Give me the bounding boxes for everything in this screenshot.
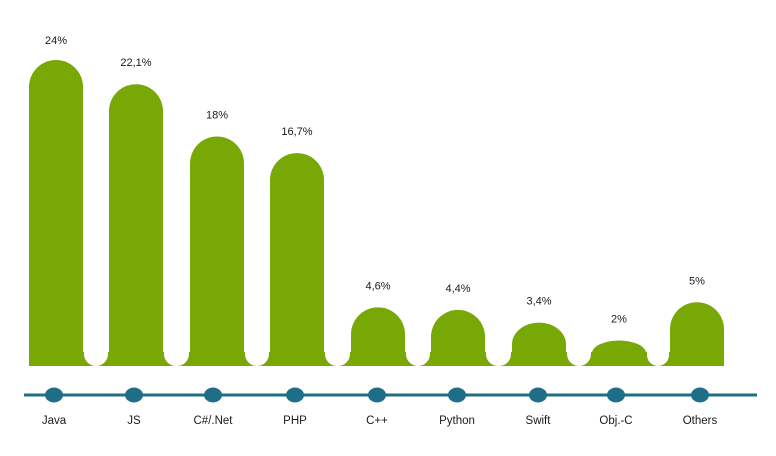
bar-python: [431, 309, 485, 366]
bar-gap: [164, 338, 189, 366]
bar-gap: [84, 338, 108, 366]
axis-marker: [607, 387, 625, 403]
bars-layer: [29, 60, 724, 366]
value-label: 5%: [689, 275, 705, 287]
bar-swift: [512, 322, 566, 366]
bar-gap: [406, 338, 430, 366]
value-label: 16,7%: [281, 126, 312, 138]
x-axis: [24, 387, 757, 403]
axis-marker: [45, 387, 63, 403]
value-label: 4,6%: [365, 280, 390, 292]
bar-others: [670, 302, 724, 366]
category-labels-layer: Java JS C#/.Net PHP C++ Python Swift Obj.-C Othe…: [42, 415, 718, 427]
value-label: 3,4%: [526, 296, 551, 308]
category-label: Python: [439, 415, 475, 427]
axis-marker: [286, 387, 304, 403]
category-label: Others: [683, 415, 718, 427]
axis-marker: [529, 387, 547, 403]
value-label: 22,1%: [120, 57, 151, 69]
value-label: 24%: [45, 35, 67, 47]
bar-php: [270, 153, 324, 366]
category-label: Obj.-C: [599, 415, 632, 427]
axis-marker: [691, 387, 709, 403]
value-labels-layer: 24% 22,1% 18% 16,7% 4,6% 4,4% 3,4% 2% 5%: [45, 35, 705, 326]
bar-java: [29, 60, 83, 366]
category-label: Java: [42, 415, 67, 427]
bar-gap: [567, 338, 591, 366]
value-label: 4,4%: [445, 283, 470, 295]
category-label: JS: [127, 415, 141, 427]
bar-js: [109, 84, 163, 366]
value-label: 2%: [611, 314, 627, 326]
axis-marker: [448, 387, 466, 403]
axis-marker: [368, 387, 386, 403]
bar-obj-c: [592, 340, 646, 366]
bar-gap: [325, 338, 350, 366]
category-label: Swift: [526, 415, 552, 427]
bar-c-net: [190, 136, 244, 366]
axis-marker: [125, 387, 143, 403]
category-label: PHP: [283, 415, 307, 427]
bar-gap: [647, 338, 669, 366]
bar-gap: [245, 338, 269, 366]
axis-marker: [204, 387, 222, 403]
value-label: 18%: [206, 110, 228, 122]
bar-c-: [351, 307, 405, 366]
bar-gap: [486, 338, 511, 366]
category-label: C++: [366, 415, 388, 427]
category-label: C#/.Net: [194, 415, 234, 427]
